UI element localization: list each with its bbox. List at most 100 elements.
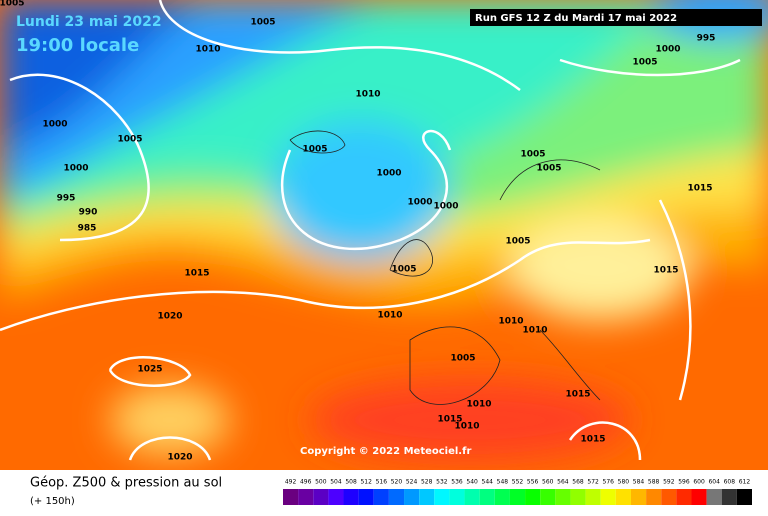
scale-label: 592: [663, 479, 675, 486]
isobar-label: 985: [78, 224, 97, 234]
scale-label: 544: [482, 479, 494, 486]
scale-swatch: [540, 489, 556, 505]
scale-label: 600: [693, 479, 705, 486]
isobar-label: 1010: [466, 400, 491, 410]
isobar-label: 1010: [195, 45, 220, 55]
scale-swatch: [721, 489, 737, 505]
scale-swatch: [404, 489, 420, 505]
isobar-label: 1015: [580, 435, 605, 445]
isobar-label: 1005: [117, 135, 142, 145]
isobar-label: 1015: [565, 390, 590, 400]
scale-label: 508: [345, 479, 357, 486]
isobar-label: 1020: [157, 312, 182, 322]
isobar-label: 1005: [505, 237, 530, 247]
scale-label: 496: [300, 479, 312, 486]
legend-lead: (+ 150h): [30, 496, 75, 507]
scale-label: 564: [557, 479, 569, 486]
isobar-label: 995: [697, 34, 716, 44]
isobar-label: 1000: [42, 120, 67, 130]
scale-label: 608: [724, 479, 736, 486]
coastlines: [289, 130, 601, 405]
scale-swatch: [555, 489, 571, 505]
scale-label: 492: [285, 479, 297, 486]
isobar-label: 995: [57, 194, 76, 204]
isobar-label: 1015: [184, 269, 209, 279]
scale-swatch: [328, 489, 344, 505]
isobar-label: 1005: [250, 18, 275, 28]
color-scale: 492 496 500 504 508 512 516 520 524 528 532 536 540 5…: [283, 479, 752, 505]
isobar-label: 1000: [407, 198, 432, 208]
scale-swatch: [525, 489, 541, 505]
scale-label: 548: [497, 479, 509, 486]
isobar-label: 1000: [63, 164, 88, 174]
isobar-label: 1005: [520, 150, 545, 160]
scale-swatch: [419, 489, 435, 505]
scale-swatch: [358, 489, 374, 505]
scale-swatch: [630, 489, 647, 505]
isobar-label: 1005: [450, 354, 475, 364]
scale-swatch: [646, 489, 662, 505]
scale-label: 552: [512, 479, 524, 486]
isobar-labels: 1005101010051000995101010001005100510001…: [0, 0, 715, 463]
run-banner: [470, 9, 762, 26]
time: 19:00 locale: [16, 35, 139, 56]
scale-label: 540: [466, 479, 478, 486]
isobar-label: 1010: [454, 422, 479, 432]
geopotential-field: [0, 0, 768, 470]
scale-label: 516: [376, 479, 388, 486]
isobar-label: 1005: [0, 0, 25, 9]
scale-swatch: [479, 489, 495, 505]
scale-swatch: [434, 489, 450, 505]
scale-swatch: [494, 489, 510, 505]
isobar-label: 1015: [653, 266, 678, 276]
scale-swatch: [691, 489, 707, 505]
scale-label: 536: [451, 479, 463, 486]
scale-swatch: [298, 489, 314, 505]
date: Lundi 23 mai 2022: [16, 14, 162, 30]
isobar-label: 1010: [522, 326, 547, 336]
scale-swatch: [449, 489, 465, 505]
scale-label: 520: [391, 479, 403, 486]
scale-label: 576: [603, 479, 615, 486]
isobar-label: 1005: [536, 164, 561, 174]
isobar-label: 1020: [167, 453, 192, 463]
scale-swatch: [570, 489, 586, 505]
scale-swatch: [509, 489, 526, 505]
scale-swatch: [600, 489, 616, 505]
scale-label: 584: [633, 479, 645, 486]
scale-label: 528: [421, 479, 433, 486]
copyright: Copyright © 2022 Meteociel.fr: [300, 446, 471, 457]
isobar-label: 1015: [687, 184, 712, 194]
scale-label: 580: [618, 479, 630, 486]
scale-swatch: [615, 489, 631, 505]
scale-swatch: [464, 489, 480, 505]
scale-label: 560: [542, 479, 554, 486]
scale-swatch: [388, 489, 405, 505]
scale-swatch: [373, 489, 389, 505]
scale-label: 604: [708, 479, 720, 486]
isobar-label: 990: [79, 208, 98, 218]
isobar-label: 1000: [433, 202, 458, 212]
scale-swatch: [676, 489, 692, 505]
isobar-label: 1010: [498, 317, 523, 327]
scale-label: 596: [678, 479, 690, 486]
isobar-label: 1010: [355, 90, 380, 100]
scale-label: 612: [739, 479, 751, 486]
scale-label: 524: [406, 479, 418, 486]
isobar-label: 1000: [376, 169, 401, 179]
scale-swatch: [706, 489, 722, 505]
scale-swatch: [313, 489, 329, 505]
scale-label: 572: [587, 479, 599, 486]
isobar-label: 1000: [655, 45, 680, 55]
scale-label: 588: [648, 479, 660, 486]
scale-swatch: [661, 489, 677, 505]
scale-swatch: [736, 489, 752, 505]
isobar-label: 1005: [302, 145, 327, 155]
isobar-label: 1015: [437, 415, 462, 425]
isobar-label: 1025: [137, 365, 162, 375]
scale-swatch: [343, 489, 359, 505]
scale-label: 532: [436, 479, 448, 486]
scale-label: 512: [360, 479, 372, 486]
isobar-label: 1005: [632, 58, 657, 68]
